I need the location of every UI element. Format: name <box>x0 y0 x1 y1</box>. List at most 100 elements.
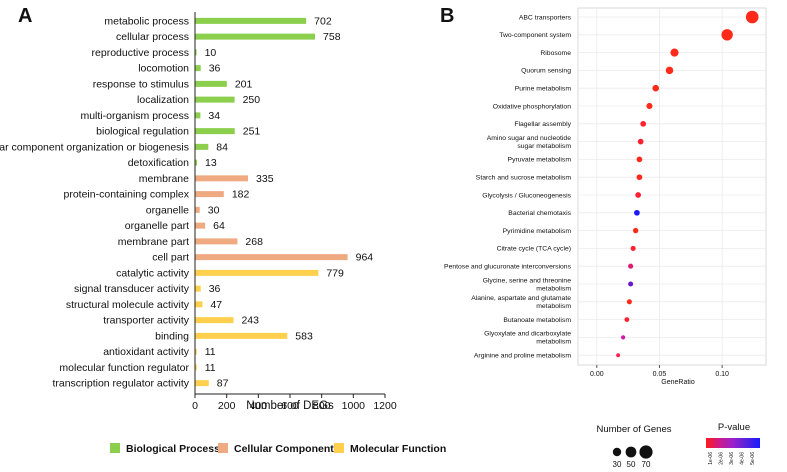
pathway-label: Bacterial chemotaxis <box>508 210 571 217</box>
category-label: antioxidant activity <box>103 346 190 358</box>
category-label: metabolic process <box>104 15 189 27</box>
legend-swatch <box>110 443 120 453</box>
pathway-label: Flagellar assembly <box>514 121 571 128</box>
x-tick-label: 1200 <box>373 400 397 412</box>
bar <box>195 206 200 213</box>
pathway-label: Butanoate metabolism <box>503 317 571 324</box>
bar-value-label: 243 <box>241 315 259 327</box>
color-legend-tick: 5e-06 <box>750 452 756 465</box>
pathway-label: Ribosome <box>540 50 571 57</box>
data-point <box>665 66 674 75</box>
bar <box>195 96 235 103</box>
bar <box>195 175 249 182</box>
pathway-label-line: Quorum sensing <box>521 68 571 75</box>
category-label: multi-organism process <box>80 110 189 122</box>
x-tick-label: 0 <box>192 400 198 412</box>
pathway-label-line: Amino sugar and nucleotide <box>487 135 571 142</box>
category-label: cellular component organization or bioge… <box>0 141 189 153</box>
x-tick-label: 200 <box>218 400 236 412</box>
pathway-label-line: Oxidative phosphorylation <box>493 103 571 110</box>
pathway-label: Glycolysis / Gluconeogenesis <box>482 192 571 199</box>
pathway-label: Oxidative phosphorylation <box>493 103 571 110</box>
pathway-label-line: Pentose and glucuronate interconversions <box>444 264 572 271</box>
pathway-label-line: Purine metabolism <box>515 86 572 93</box>
bar <box>195 191 224 198</box>
pathway-label: ABC transporters <box>519 14 572 21</box>
category-label: protein-containing complex <box>64 189 190 201</box>
data-point <box>646 102 653 110</box>
bar <box>195 269 319 276</box>
pathway-label: Arginine and proline metabolism <box>474 353 571 360</box>
pathway-label-line: Glycine, serine and threonine <box>483 277 572 284</box>
pathway-label: Pyrimidine metabolism <box>503 228 572 235</box>
data-point <box>628 263 634 269</box>
bar-value-label: 13 <box>205 157 217 169</box>
pathway-label-line: Ribosome <box>540 50 571 57</box>
pathway-label-line: Flagellar assembly <box>514 121 571 128</box>
size-legend-label: 50 <box>627 460 636 469</box>
data-point <box>626 299 632 305</box>
pathway-label: Pyruvate metabolism <box>508 157 572 164</box>
bar <box>195 112 201 119</box>
data-point <box>640 120 647 127</box>
data-point <box>628 281 634 287</box>
bar-value-label: 10 <box>205 47 217 59</box>
category-label: transcription regulator activity <box>52 378 189 390</box>
data-point <box>621 335 626 340</box>
bar-value-label: 36 <box>209 63 221 75</box>
size-legend-label: 70 <box>642 460 651 469</box>
bar-value-label: 758 <box>323 31 341 43</box>
pathway-label-line: Glyoxylate and dicarboxylate <box>484 331 571 338</box>
category-label: organelle <box>146 204 189 216</box>
category-label: structural molecule activity <box>66 299 190 311</box>
pathway-label-line: Butanoate metabolism <box>503 317 571 324</box>
color-legend-tick: 1e-06 <box>708 452 714 465</box>
x-axis-title: GeneRatio <box>661 379 695 386</box>
bar-value-label: 251 <box>243 126 261 138</box>
data-point <box>670 48 679 57</box>
x-tick-label: 0.10 <box>715 371 729 378</box>
pathway-label: Two-component system <box>499 32 571 39</box>
data-point <box>637 138 644 145</box>
category-label: localization <box>137 94 189 106</box>
pathway-label-line: Citrate cycle (TCA cycle) <box>497 246 571 253</box>
color-legend-bar <box>706 438 760 448</box>
bar <box>195 348 197 355</box>
color-legend-tick: 4e-06 <box>740 452 746 465</box>
bar <box>195 159 198 166</box>
bar-value-label: 34 <box>208 110 220 122</box>
pathway-label: Pentose and glucuronate interconversions <box>444 264 572 271</box>
panel-b-label: B <box>440 5 454 27</box>
pathway-label-line: ABC transporters <box>519 14 572 21</box>
bar <box>195 380 209 387</box>
bar-value-label: 702 <box>314 15 332 27</box>
category-label: locomotion <box>138 63 189 75</box>
bar <box>195 65 201 72</box>
size-legend-dot <box>625 446 637 458</box>
bar-value-label: 11 <box>205 346 216 358</box>
size-legend-dot <box>639 445 653 459</box>
data-point <box>634 209 640 216</box>
data-point <box>624 317 630 322</box>
bar-value-label: 47 <box>210 299 222 311</box>
bar <box>195 222 206 229</box>
pathway-label-line: metabolism <box>536 303 571 310</box>
pathway-label: Purine metabolism <box>515 86 572 93</box>
bar-value-label: 201 <box>235 78 253 90</box>
bar <box>195 143 209 150</box>
category-label: response to stimulus <box>93 78 189 90</box>
pathway-label-line: Pyruvate metabolism <box>508 157 572 164</box>
bar <box>195 332 288 339</box>
bar <box>195 285 201 292</box>
pathway-label-line: Starch and sucrose metabolism <box>476 175 572 182</box>
data-point <box>636 174 643 181</box>
pathway-label-line: Arginine and proline metabolism <box>474 353 571 360</box>
x-tick-label: 600 <box>281 400 299 412</box>
data-point <box>632 227 639 234</box>
bar-value-label: 64 <box>213 220 225 232</box>
legend-swatch <box>334 443 344 453</box>
data-point <box>636 156 643 163</box>
bar <box>195 80 227 87</box>
panel-a-label: A <box>18 5 32 27</box>
